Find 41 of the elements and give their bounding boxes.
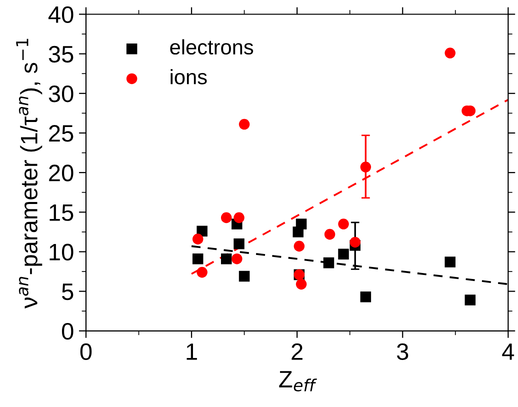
point bbox=[350, 236, 360, 248]
y-tick-label: 35 bbox=[48, 46, 74, 63]
point bbox=[238, 270, 250, 282]
y-tick-label: 20 bbox=[49, 164, 74, 182]
point bbox=[338, 218, 349, 230]
x-tick-label: 4 bbox=[502, 344, 514, 360]
point bbox=[192, 253, 204, 264]
legend-label: ions bbox=[170, 69, 207, 84]
point bbox=[360, 291, 372, 302]
x-axis-title: Z$_{eff}$ bbox=[279, 371, 317, 392]
point bbox=[324, 228, 336, 240]
x-tick-label: 2 bbox=[292, 343, 302, 360]
point bbox=[444, 256, 456, 268]
point bbox=[220, 212, 232, 224]
point bbox=[192, 234, 204, 244]
y-axis-title: ν$^{an}$-parameter (1/τ$^{an}$), s$^{−1}$ bbox=[16, 38, 42, 308]
point bbox=[323, 257, 334, 268]
point bbox=[338, 248, 349, 260]
x-tick-label: 3 bbox=[396, 343, 408, 360]
point bbox=[296, 278, 307, 290]
point bbox=[444, 48, 456, 58]
y-tick-label: 40 bbox=[48, 6, 74, 24]
point bbox=[234, 238, 244, 250]
point bbox=[294, 240, 305, 252]
x-tick-label: 1 bbox=[186, 344, 197, 360]
y-tick-label: 5 bbox=[62, 284, 74, 300]
point bbox=[360, 162, 372, 172]
y-tick-label: 30 bbox=[48, 85, 74, 102]
y-tick-label: 15 bbox=[50, 204, 74, 221]
legend-label: electrons bbox=[170, 39, 254, 55]
point bbox=[238, 118, 250, 130]
y-tick-label: 0 bbox=[62, 322, 74, 340]
point bbox=[464, 294, 476, 306]
y-tick-label: 10 bbox=[50, 244, 74, 261]
point bbox=[296, 218, 307, 230]
point bbox=[234, 212, 244, 224]
x-tick-label: 0 bbox=[80, 343, 92, 360]
point bbox=[232, 253, 242, 264]
point bbox=[196, 266, 208, 278]
y-tick-label: 25 bbox=[49, 125, 74, 142]
point bbox=[220, 253, 232, 264]
